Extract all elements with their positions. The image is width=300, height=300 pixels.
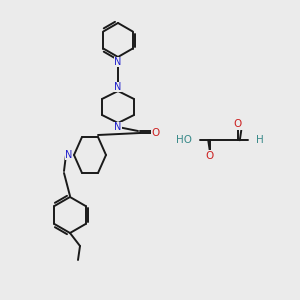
Text: HO: HO: [176, 135, 192, 145]
Text: O: O: [206, 151, 214, 161]
Text: N: N: [114, 57, 122, 67]
Text: N: N: [65, 150, 73, 160]
Text: H: H: [256, 135, 264, 145]
Text: N: N: [114, 122, 122, 132]
Text: N: N: [114, 82, 122, 92]
Text: O: O: [234, 119, 242, 129]
Text: O: O: [152, 128, 160, 138]
